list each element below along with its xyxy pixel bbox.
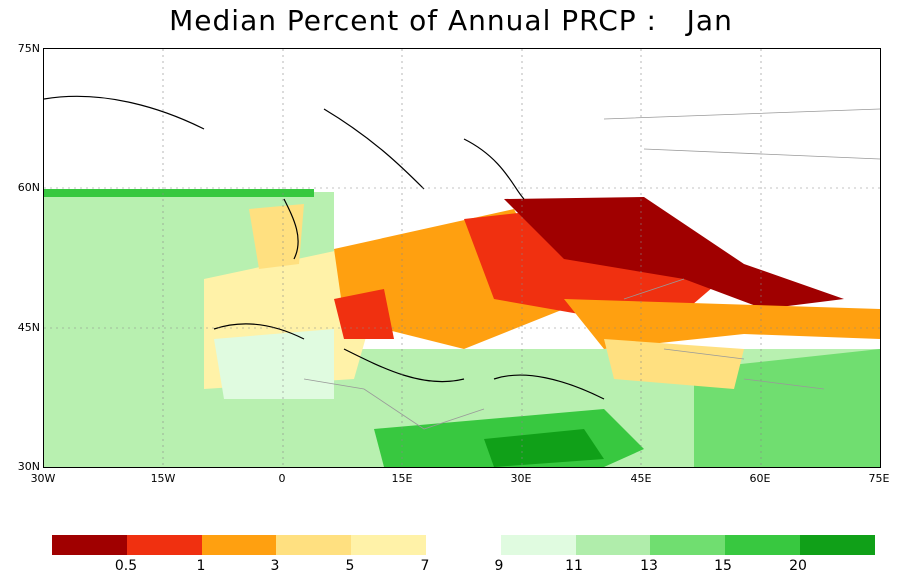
lon-label-0: 0 <box>278 472 286 485</box>
legend-swatch <box>500 535 576 555</box>
lon-label-30w: 30W <box>30 472 56 485</box>
legend-label-0-5: 0.5 <box>114 558 138 574</box>
color-legend <box>52 535 875 555</box>
lon-label-60e: 60E <box>749 472 771 485</box>
lon-label-15w: 15W <box>150 472 176 485</box>
legend-swatch <box>276 535 352 555</box>
caspian-zone <box>604 339 744 389</box>
legend-swatch <box>799 535 875 555</box>
britain-shading <box>249 204 304 269</box>
eastern-med-wet-zone <box>484 429 604 467</box>
legend-swatch <box>650 535 726 555</box>
lon-label-30e: 30E <box>510 472 532 485</box>
legend-label-7: 7 <box>420 558 430 574</box>
legend-label-15: 15 <box>714 558 732 574</box>
lon-label-15e: 15E <box>391 472 413 485</box>
legend-swatch <box>52 535 127 555</box>
steppe-shading <box>564 299 880 349</box>
lat-label-60n: 60N <box>17 181 40 194</box>
russia-dry-zone <box>504 197 844 309</box>
atlantic-band <box>44 189 314 197</box>
coastline-lines <box>44 95 605 400</box>
gridlines <box>44 49 880 467</box>
legend-swatch <box>126 535 202 555</box>
iberia-shading <box>214 329 334 399</box>
legend-swatch <box>575 535 651 555</box>
asia-green-zone <box>694 349 880 467</box>
alps-shading <box>334 289 394 339</box>
legend-label-5: 5 <box>345 558 355 574</box>
legend-gap <box>426 535 501 555</box>
legend-label-20: 20 <box>789 558 807 574</box>
legend-label-11: 11 <box>565 558 583 574</box>
lon-label-75e: 75E <box>868 472 890 485</box>
precipitation-map <box>43 48 881 468</box>
legend-swatch <box>351 535 426 555</box>
legend-swatch <box>201 535 277 555</box>
map-canvas <box>44 49 880 467</box>
legend-label-1: 1 <box>196 558 206 574</box>
legend-label-13: 13 <box>640 558 658 574</box>
lat-label-45n: 45N <box>17 321 40 334</box>
legend-swatch <box>725 535 800 555</box>
lat-label-75n: 75N <box>17 42 40 55</box>
legend-label-9: 9 <box>494 558 504 574</box>
lon-label-45e: 45E <box>630 472 652 485</box>
legend-label-3: 3 <box>270 558 280 574</box>
border-lines <box>303 108 880 430</box>
lat-label-30n: 30N <box>17 460 40 473</box>
map-title: Median Percent of Annual PRCP : Jan <box>169 4 733 37</box>
